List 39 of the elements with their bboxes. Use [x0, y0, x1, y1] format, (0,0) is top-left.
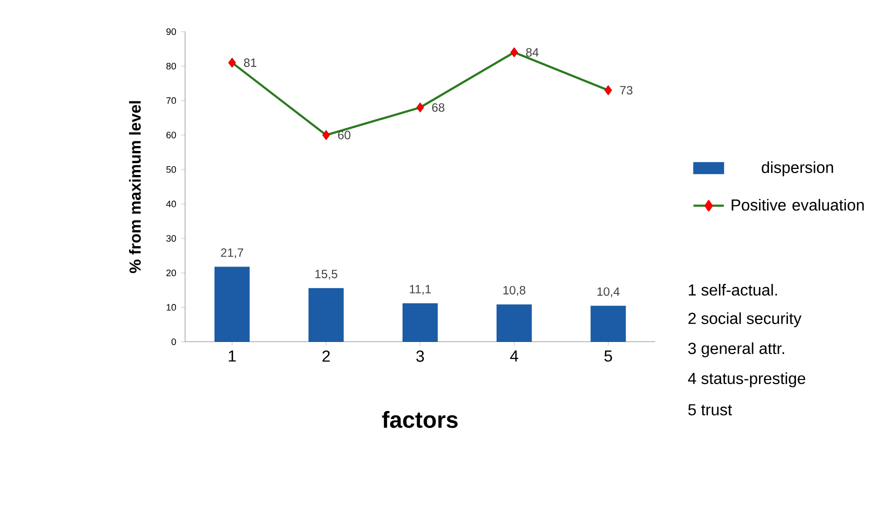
data-label: 10,4 [597, 287, 620, 298]
x-tick-label: 2 [322, 350, 330, 362]
y-tick-label: 90 [166, 28, 176, 36]
x-tick-label: 5 [604, 350, 612, 362]
legend-label: Positive evaluation [732, 199, 864, 211]
y-tick-label: 10 [166, 304, 176, 311]
y-tick-label: 30 [166, 235, 176, 242]
text: 1 self-actual. [688, 284, 777, 296]
data-label: 81 [244, 58, 256, 68]
x-tick-label: 1 [228, 350, 236, 362]
data-label: 21,7 [221, 248, 244, 258]
x-tick-label: 3 [416, 350, 424, 362]
bar [214, 266, 250, 342]
data-label: 68 [432, 103, 444, 112]
y-tick-label: 80 [166, 62, 176, 70]
legend-label: dispersion [762, 161, 834, 176]
y-tick-label: 60 [166, 132, 176, 138]
x-tick-label: 4 [510, 350, 518, 362]
y-tick-label: 20 [166, 270, 176, 276]
x-axis-title: factors [382, 411, 458, 428]
bar [590, 306, 626, 342]
y-tick-label: 0 [172, 338, 176, 346]
y-axis-title: % from maximum level [129, 101, 141, 274]
data-label: 60 [338, 130, 350, 140]
text: 5 trust [688, 404, 732, 416]
y-tick-label: 70 [166, 97, 176, 104]
data-label: 73 [620, 86, 632, 95]
data-label: 11,1 [410, 285, 431, 295]
data-label: 15,5 [315, 270, 338, 280]
data-label: 10,8 [503, 286, 526, 296]
text: 2 social security [688, 312, 802, 328]
bar [496, 304, 532, 342]
y-tick-label: 40 [166, 200, 176, 208]
bar [402, 303, 438, 342]
bar [308, 288, 344, 342]
y-tick-label: 50 [166, 166, 176, 173]
data-label: 84 [526, 48, 539, 57]
text: 3 general attr. [688, 342, 784, 358]
text: 4 status-prestige [688, 372, 806, 388]
